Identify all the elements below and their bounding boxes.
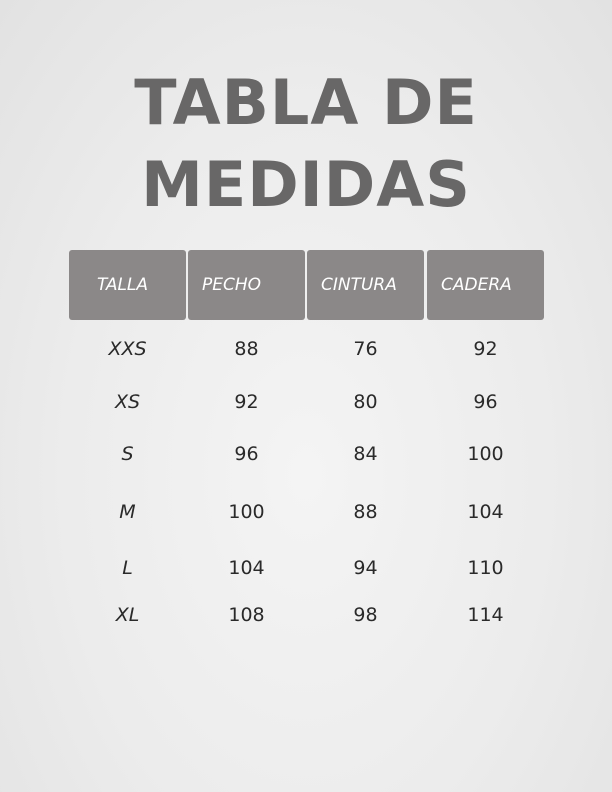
- measurement-cell: 96: [473, 391, 498, 413]
- size-label: S: [121, 443, 134, 465]
- measurement-cell: 76: [353, 338, 378, 360]
- size-label: L: [122, 557, 133, 579]
- size-label: M: [119, 501, 136, 523]
- measurement-cell: 108: [228, 604, 265, 626]
- measurement-cell: 92: [234, 391, 259, 413]
- measurement-cell: 84: [353, 443, 378, 465]
- measurement-cell: 94: [353, 557, 378, 579]
- measurement-cell: 88: [353, 501, 378, 523]
- measurement-cell: 80: [353, 391, 378, 413]
- page-title-line-1: TABLA DE: [134, 66, 478, 139]
- measurement-cell: 88: [234, 338, 259, 360]
- header-talla: TALLA: [69, 250, 186, 320]
- measurement-cell: 98: [353, 604, 378, 626]
- page-title-line-2: MEDIDAS: [141, 148, 471, 221]
- size-label: XL: [115, 604, 140, 626]
- measurement-cell: 110: [467, 557, 504, 579]
- measurement-cell: 92: [473, 338, 498, 360]
- measurement-cell: 96: [234, 443, 259, 465]
- header-cadera: CADERA: [427, 250, 544, 320]
- size-label: XS: [114, 391, 141, 413]
- measurement-cell: 114: [467, 604, 504, 626]
- measurement-cell: 100: [228, 501, 265, 523]
- measurement-cell: 100: [467, 443, 504, 465]
- header-pecho: PECHO: [188, 250, 305, 320]
- header-cintura: CINTURA: [307, 250, 424, 320]
- measurement-cell: 104: [228, 557, 265, 579]
- measurement-cell: 104: [467, 501, 504, 523]
- size-label: XXS: [108, 338, 147, 360]
